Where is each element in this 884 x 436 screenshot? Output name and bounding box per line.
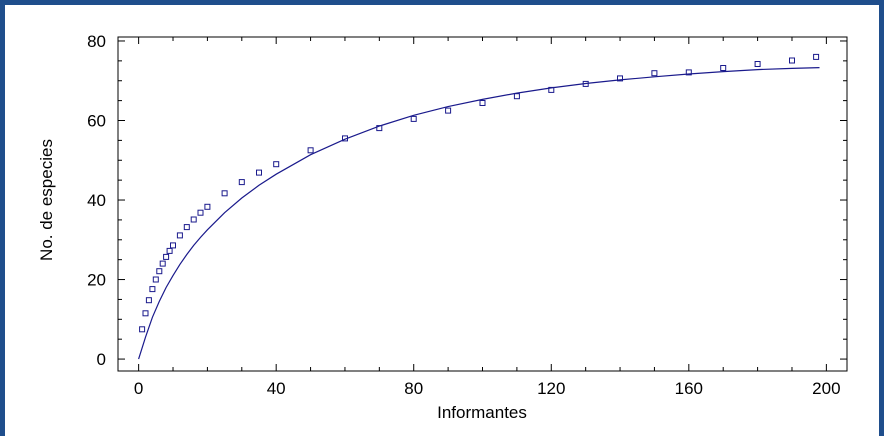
y-tick-label: 40 bbox=[87, 191, 106, 210]
data-point-marker bbox=[197, 209, 204, 216]
axes: 0 40 80 120 160 200 0 20 40 60 80 bbox=[87, 32, 847, 398]
data-point-marker bbox=[651, 70, 658, 77]
data-point-marker bbox=[204, 203, 211, 210]
data-point-marker bbox=[159, 260, 166, 267]
x-tick-label: 160 bbox=[675, 379, 703, 398]
fitted-curve-line bbox=[138, 67, 820, 360]
y-axis-title: No. de especies bbox=[37, 139, 56, 261]
data-point-marker bbox=[166, 247, 173, 254]
data-point-marker bbox=[163, 253, 170, 260]
x-tick-label: 40 bbox=[267, 379, 286, 398]
data-point-marker bbox=[170, 242, 176, 249]
data-point-marker bbox=[445, 107, 452, 114]
data-point-marker bbox=[513, 93, 520, 100]
data-point-marker bbox=[273, 161, 280, 168]
data-point-marker bbox=[145, 297, 152, 304]
x-tick-label: 80 bbox=[404, 379, 423, 398]
data-point-marker bbox=[789, 57, 795, 64]
data-point-marker bbox=[142, 310, 149, 317]
data-point-marker bbox=[238, 179, 245, 186]
x-axis-title: Informantes bbox=[437, 403, 527, 422]
data-point-marker bbox=[307, 147, 314, 154]
data-point-marker bbox=[149, 286, 156, 293]
data-point-marker bbox=[176, 232, 183, 239]
data-point-marker bbox=[410, 115, 417, 122]
data-point-marker bbox=[479, 100, 486, 106]
data-point-marker bbox=[813, 53, 820, 60]
x-tick-label: 200 bbox=[812, 379, 840, 398]
data-point-marker bbox=[256, 169, 262, 176]
data-point-marker bbox=[754, 61, 761, 67]
x-tick-label: 0 bbox=[134, 379, 143, 398]
y-tick-label: 60 bbox=[87, 112, 106, 131]
x-tick-label: 120 bbox=[537, 379, 565, 398]
data-point-marker bbox=[685, 69, 692, 76]
data-point-marker bbox=[617, 75, 623, 82]
y-tick-label: 80 bbox=[87, 32, 106, 51]
data-point-marker bbox=[190, 216, 197, 223]
y-tick-label: 20 bbox=[87, 271, 106, 290]
plot-area bbox=[117, 36, 848, 372]
data-point-marker bbox=[139, 326, 146, 333]
data-point-marker bbox=[152, 276, 159, 283]
data-point-marker bbox=[720, 65, 727, 71]
data-point-marker bbox=[156, 268, 163, 275]
data-point-marker bbox=[221, 190, 228, 197]
data-point-marker bbox=[183, 224, 190, 231]
chart-marks bbox=[138, 53, 820, 360]
y-tick-label: 0 bbox=[97, 350, 106, 369]
